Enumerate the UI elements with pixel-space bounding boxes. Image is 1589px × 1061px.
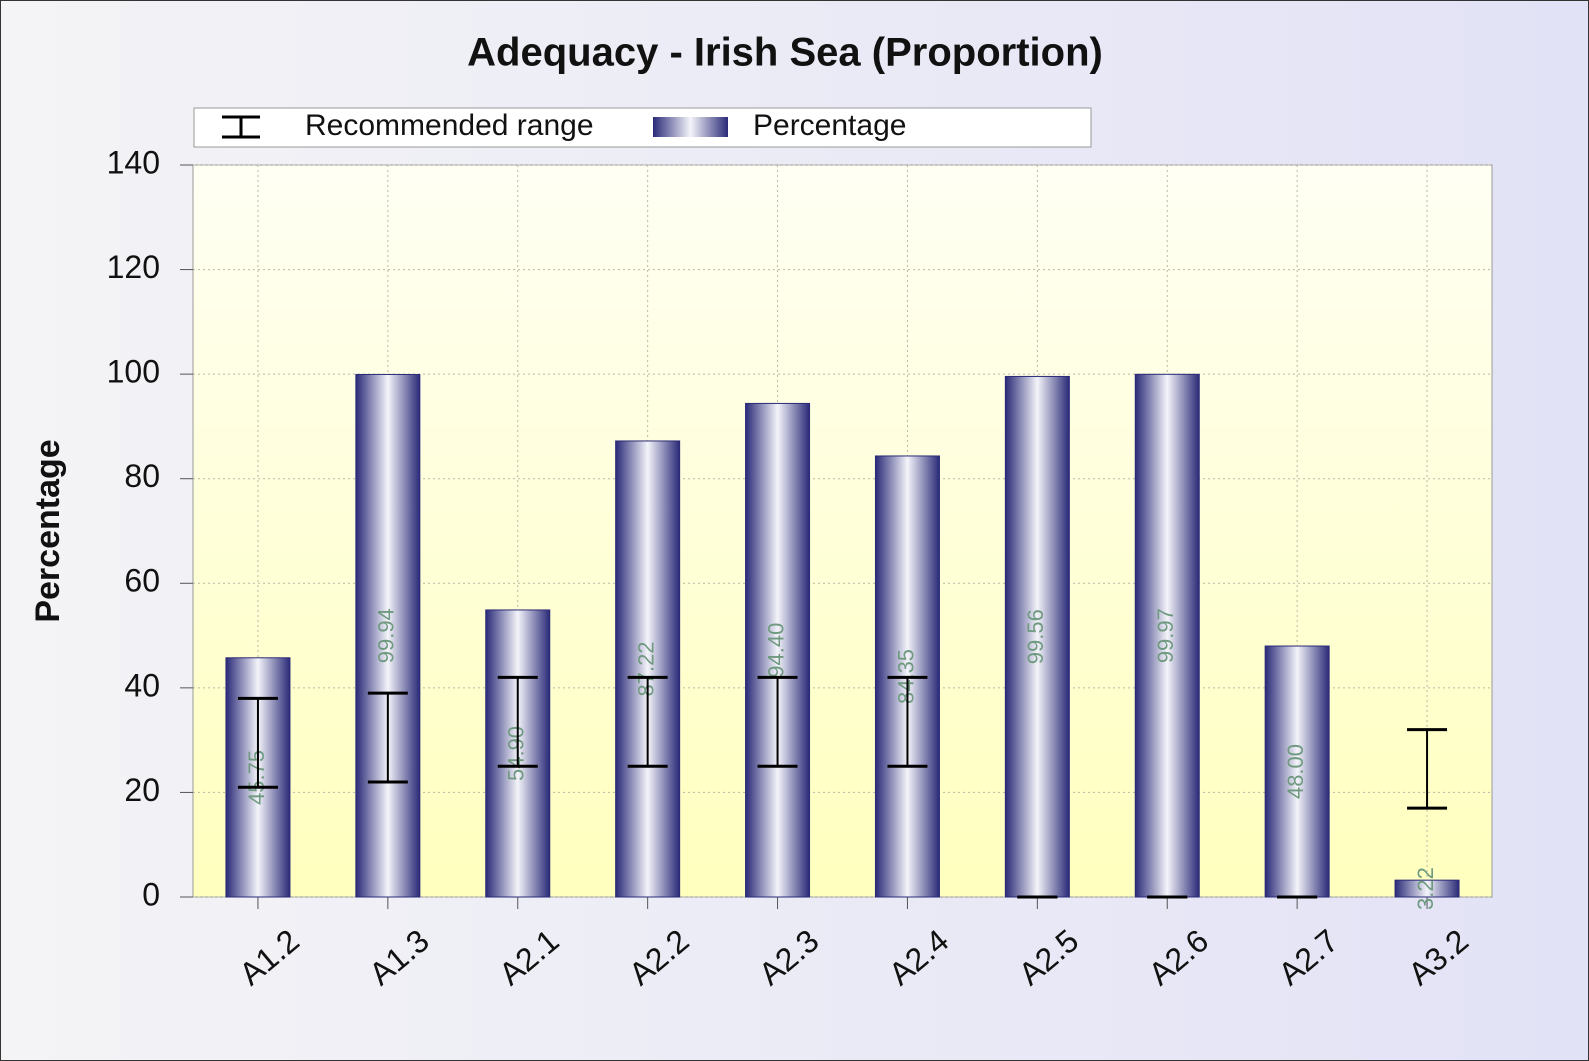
bar bbox=[1264, 645, 1330, 898]
bar bbox=[615, 440, 681, 898]
legend-icon-range bbox=[222, 115, 260, 139]
data-label: 48.00 bbox=[1283, 744, 1308, 799]
y-tick-label: 140 bbox=[107, 144, 160, 180]
bar bbox=[745, 402, 811, 898]
data-label: 45.75 bbox=[244, 750, 269, 805]
data-label: 94.40 bbox=[763, 623, 788, 678]
bar bbox=[1394, 879, 1460, 898]
legend bbox=[193, 107, 1092, 148]
data-label: 87.22 bbox=[633, 641, 658, 696]
data-label: 99.97 bbox=[1153, 608, 1178, 663]
bar bbox=[355, 373, 421, 898]
legend-label: Percentage bbox=[753, 109, 906, 142]
data-label: 99.56 bbox=[1023, 609, 1048, 664]
legend-label: Recommended range bbox=[305, 109, 594, 142]
y-tick-label: 60 bbox=[124, 563, 160, 599]
y-tick-label: 0 bbox=[142, 876, 160, 912]
y-tick-label: 40 bbox=[124, 667, 160, 703]
data-label: 99.94 bbox=[374, 608, 399, 663]
y-tick-label: 80 bbox=[124, 458, 160, 494]
y-tick-label: 100 bbox=[107, 354, 160, 390]
y-tick-label: 120 bbox=[107, 249, 160, 285]
y-axis-label: Percentage bbox=[29, 439, 67, 622]
legend-swatch bbox=[653, 117, 728, 137]
chart-title: Adequacy - Irish Sea (Proportion) bbox=[467, 31, 1103, 75]
data-label: 3.22 bbox=[1413, 867, 1438, 910]
bar bbox=[1134, 373, 1200, 898]
y-tick-label: 20 bbox=[124, 772, 160, 808]
data-label: 54.90 bbox=[504, 726, 529, 781]
